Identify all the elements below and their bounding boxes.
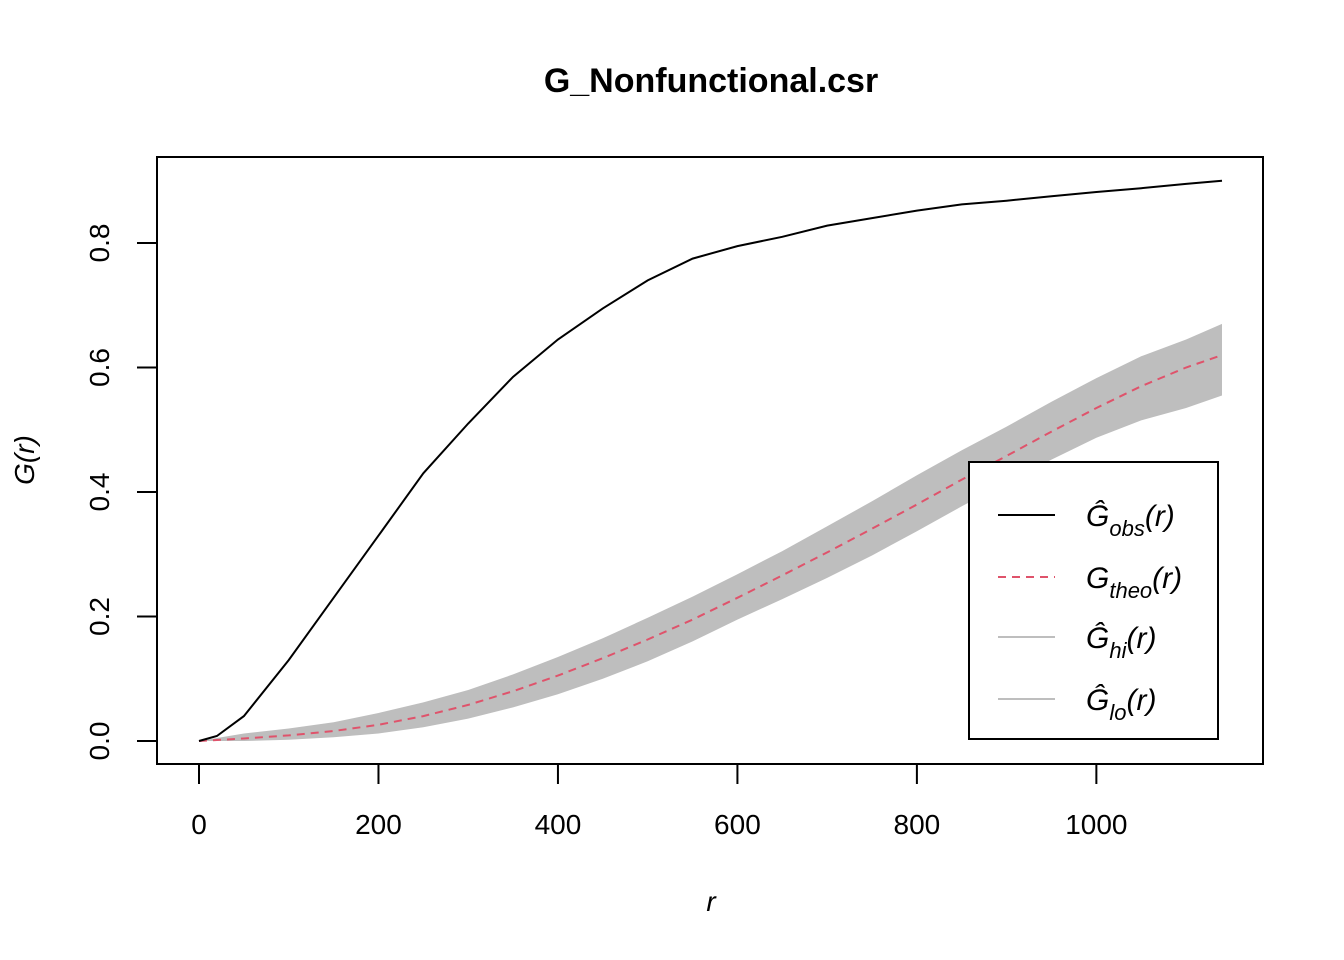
theo-line xyxy=(198,354,1223,742)
legend-main: Ĝ xyxy=(1086,499,1109,533)
legend: Ĝobs(r)Gtheo(r)Ĝhi(r)Ĝlo(r) xyxy=(968,461,1219,740)
series-lines-layer xyxy=(198,179,1223,742)
legend-label-obs: Ĝobs(r) xyxy=(1086,499,1175,541)
legend-subscript: lo xyxy=(1109,700,1126,725)
obs-line xyxy=(198,179,1223,742)
y-axis: 0.0 0.2 0.4 0.6 0.8 xyxy=(84,224,158,761)
y-tick-label: 0.8 xyxy=(84,224,115,263)
chart-title: G_Nonfunctional.csr xyxy=(544,62,878,100)
legend-label-hi: Ĝhi(r) xyxy=(1086,621,1156,663)
legend-arg: (r) xyxy=(1126,622,1156,655)
legend-main: G xyxy=(1086,562,1109,595)
legend-subscript: theo xyxy=(1109,578,1152,603)
y-tick-label: 0.0 xyxy=(84,722,115,761)
legend-arg: (r) xyxy=(1145,500,1175,533)
y-tick-label: 0.6 xyxy=(84,348,115,387)
legend-arg: (r) xyxy=(1152,562,1182,595)
legend-arg: (r) xyxy=(1126,684,1156,717)
x-tick-label: 400 xyxy=(535,809,582,840)
legend-main: Ĝ xyxy=(1086,683,1109,717)
y-axis-label: G(r) xyxy=(9,435,40,485)
y-tick-label: 0.4 xyxy=(84,473,115,512)
x-axis-label: r xyxy=(706,886,717,917)
legend-subscript: obs xyxy=(1109,516,1144,541)
legend-label-lo: Ĝlo(r) xyxy=(1086,683,1156,725)
x-axis: 0 200 400 600 800 1000 xyxy=(191,763,1128,840)
x-tick-label: 0 xyxy=(191,809,207,840)
legend-subscript: hi xyxy=(1109,638,1127,663)
x-tick-label: 200 xyxy=(355,809,402,840)
legend-label-theo: Gtheo(r) xyxy=(1086,562,1182,603)
legend-box xyxy=(968,461,1219,740)
x-tick-label: 1000 xyxy=(1065,809,1127,840)
y-tick-label: 0.2 xyxy=(84,597,115,636)
legend-main: Ĝ xyxy=(1086,621,1109,655)
x-tick-label: 600 xyxy=(714,809,761,840)
x-tick-label: 800 xyxy=(894,809,941,840)
